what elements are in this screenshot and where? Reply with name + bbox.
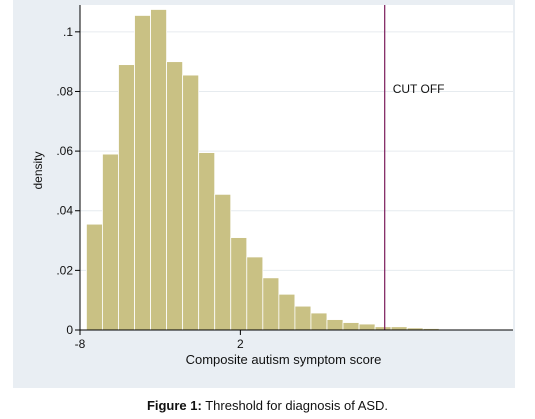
histogram-bar [166, 61, 184, 331]
histogram-bar [134, 15, 151, 331]
y-tick-label: .08 [56, 84, 73, 98]
y-tick-label: .1 [63, 25, 73, 39]
caption-text: Threshold for diagnosis of ASD. [201, 398, 389, 413]
histogram-bar [182, 74, 200, 331]
y-tick-label: .06 [56, 144, 73, 158]
y-tick-label: .02 [56, 263, 73, 277]
histogram-bar [214, 193, 232, 331]
y-tick-label: .04 [56, 204, 73, 218]
x-tick-label: -8 [75, 337, 86, 351]
histogram-bar [262, 277, 280, 331]
histogram-bar [310, 312, 328, 331]
histogram-bar [118, 64, 135, 331]
y-tick-label: 0 [66, 323, 73, 337]
histogram-bar [150, 9, 167, 331]
x-tick-label: 2 [237, 337, 244, 351]
figure-caption: Figure 1: Threshold for diagnosis of ASD… [0, 398, 535, 413]
x-axis-title: Composite autism symptom score [186, 352, 382, 367]
histogram-bar [102, 153, 119, 331]
histogram-bar [198, 152, 216, 331]
histogram-bar [342, 322, 360, 331]
histogram-bar [278, 293, 296, 331]
histogram-bar [294, 305, 312, 331]
y-axis-title: density [31, 151, 45, 189]
histogram-bar [358, 323, 376, 331]
histogram-bar [326, 319, 344, 331]
histogram-bar [230, 237, 248, 331]
caption-label: Figure 1: [146, 398, 202, 413]
histogram-bar [86, 223, 103, 331]
cutoff-label: CUT OFF [393, 82, 445, 96]
histogram-bar [246, 256, 264, 331]
chart-panel: CUT OFF 0 .02 .04 .06 .08 .1 -8 2 Composite autis… [13, 0, 515, 388]
